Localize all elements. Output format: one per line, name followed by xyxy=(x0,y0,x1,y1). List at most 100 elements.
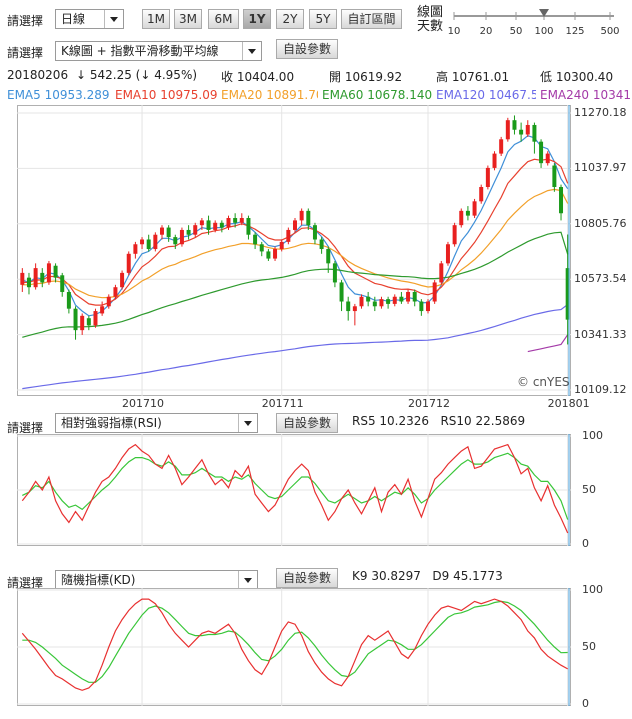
period-select-value: 日線 xyxy=(61,12,86,26)
y-tick-label: 0 xyxy=(582,537,589,550)
range-button-3m[interactable]: 3M xyxy=(174,9,202,29)
candle-body xyxy=(472,201,477,216)
candle-body xyxy=(106,296,111,307)
candle-body xyxy=(319,239,324,250)
candle-body xyxy=(46,263,51,283)
range-button-1y[interactable]: 1Y xyxy=(243,9,271,29)
price-y-tick-label: 10341.33 xyxy=(574,327,627,341)
density-tick-label: 10 xyxy=(448,26,460,37)
range-button-1m[interactable]: 1M xyxy=(142,9,170,29)
candle-body xyxy=(565,268,570,320)
candle-body xyxy=(339,282,344,302)
kd-settings-button[interactable]: 自設參數 xyxy=(276,568,338,588)
candle-body xyxy=(266,251,271,259)
candle-body xyxy=(399,296,404,302)
ema-legend-item: EMA120 10467.50 xyxy=(436,88,536,102)
candle-body xyxy=(206,220,211,230)
candle-body xyxy=(545,153,550,164)
candle-body xyxy=(93,311,98,326)
density-slider[interactable]: 10 20 50 100 125 500 xyxy=(448,4,624,38)
candle-body xyxy=(259,244,264,252)
candle-body xyxy=(492,153,497,168)
quote-low: 低 10300.40 xyxy=(540,70,614,84)
price-y-tick-label: 10573.54 xyxy=(574,272,627,286)
candle-body xyxy=(499,139,504,154)
rsi-select[interactable]: 相對強弱指標(RSI) xyxy=(55,413,258,433)
ema-line-ema240 xyxy=(527,334,569,353)
candle-body xyxy=(273,249,278,259)
candle-body xyxy=(60,275,65,292)
indicator-select-value: K線圖 + 指數平滑移動平均線 xyxy=(61,44,219,58)
y-tick-label: 0 xyxy=(582,697,589,710)
candle-body xyxy=(505,120,510,140)
indicator-settings-button[interactable]: 自設參數 xyxy=(276,39,338,59)
period-select[interactable]: 日線 xyxy=(55,9,124,29)
ema-legend-item: EMA5 10953.289 xyxy=(7,88,110,102)
price-chart[interactable] xyxy=(17,105,571,396)
kd-select[interactable]: 隨機指標(KD) xyxy=(55,570,258,590)
density-tick-label: 20 xyxy=(480,26,493,37)
candle-body xyxy=(126,253,131,273)
y-tick-label: 100 xyxy=(582,583,603,596)
rsi-settings-button[interactable]: 自設參數 xyxy=(276,413,338,433)
chevron-down-icon xyxy=(238,571,257,589)
chevron-down-icon xyxy=(242,42,261,60)
density-tick-label: 125 xyxy=(565,26,584,37)
kd-select-value: 隨機指標(KD) xyxy=(61,573,136,587)
candle-body xyxy=(372,301,377,307)
candle-body xyxy=(33,268,38,288)
quote-close: 收 10404.00 xyxy=(221,70,295,84)
candle-body xyxy=(359,296,364,307)
candle-body xyxy=(239,218,244,223)
ema-line-ema60 xyxy=(22,231,569,338)
candle-body xyxy=(485,167,490,188)
ema-line-ema20 xyxy=(22,188,569,299)
candle-body xyxy=(73,308,78,331)
ema-legend-item: EMA240 10341 xyxy=(540,88,632,102)
quote-date: 20180206 xyxy=(7,68,69,82)
range-button-2y[interactable]: 2Y xyxy=(276,9,304,29)
candle-body xyxy=(439,263,444,283)
density-tick-label: 50 xyxy=(510,26,523,37)
candle-body xyxy=(179,229,184,245)
candle-body xyxy=(519,129,524,135)
candle-body xyxy=(312,225,317,240)
candle-body xyxy=(186,229,191,235)
price-x-tick-label: 201710 xyxy=(122,397,165,410)
quote-change: ↓ 542.25 (↓ 4.95%) xyxy=(76,68,198,82)
candle-body xyxy=(253,234,258,245)
candle-body xyxy=(286,229,291,242)
ema-line-ema120 xyxy=(22,304,569,390)
kd-chart[interactable] xyxy=(17,588,571,706)
ema-legend-item: EMA10 10975.094 xyxy=(115,88,217,102)
price-y-tick-label: 10109.12 xyxy=(574,383,627,396)
candle-body xyxy=(459,210,464,226)
chevron-down-icon xyxy=(104,10,123,28)
candle-body xyxy=(559,187,564,214)
candle-body xyxy=(26,277,31,288)
candle-body xyxy=(279,241,284,250)
candle-body xyxy=(159,227,164,235)
ema-line-ema10 xyxy=(22,158,569,306)
range-button-5y[interactable]: 5Y xyxy=(309,9,337,29)
slider-handle-icon[interactable] xyxy=(539,9,549,17)
candle-body xyxy=(293,220,297,230)
candle-body xyxy=(166,227,171,238)
candle-body xyxy=(146,239,151,250)
density-tick-label: 100 xyxy=(534,26,553,37)
candle-body xyxy=(86,318,91,326)
custom-range-button[interactable]: 自訂區間 xyxy=(341,9,402,29)
candle-body xyxy=(153,234,158,250)
candle-body xyxy=(392,296,397,304)
candle-body xyxy=(445,244,450,264)
period-select-label: 請選擇 xyxy=(7,14,44,28)
candle-body xyxy=(233,218,238,223)
indicator-select[interactable]: K線圖 + 指數平滑移動平均線 xyxy=(55,41,262,61)
kd-select-label: 請選擇 xyxy=(7,576,44,590)
range-button-6m[interactable]: 6M xyxy=(208,9,239,29)
density-label: 線圖 天數 xyxy=(417,6,443,34)
rsi-chart[interactable] xyxy=(17,434,571,546)
candle-body xyxy=(452,225,457,245)
rsi-values: RS5 10.2326 RS10 22.5869 xyxy=(352,414,526,428)
kd-values: K9 30.8297 D9 45.1773 xyxy=(352,569,503,583)
